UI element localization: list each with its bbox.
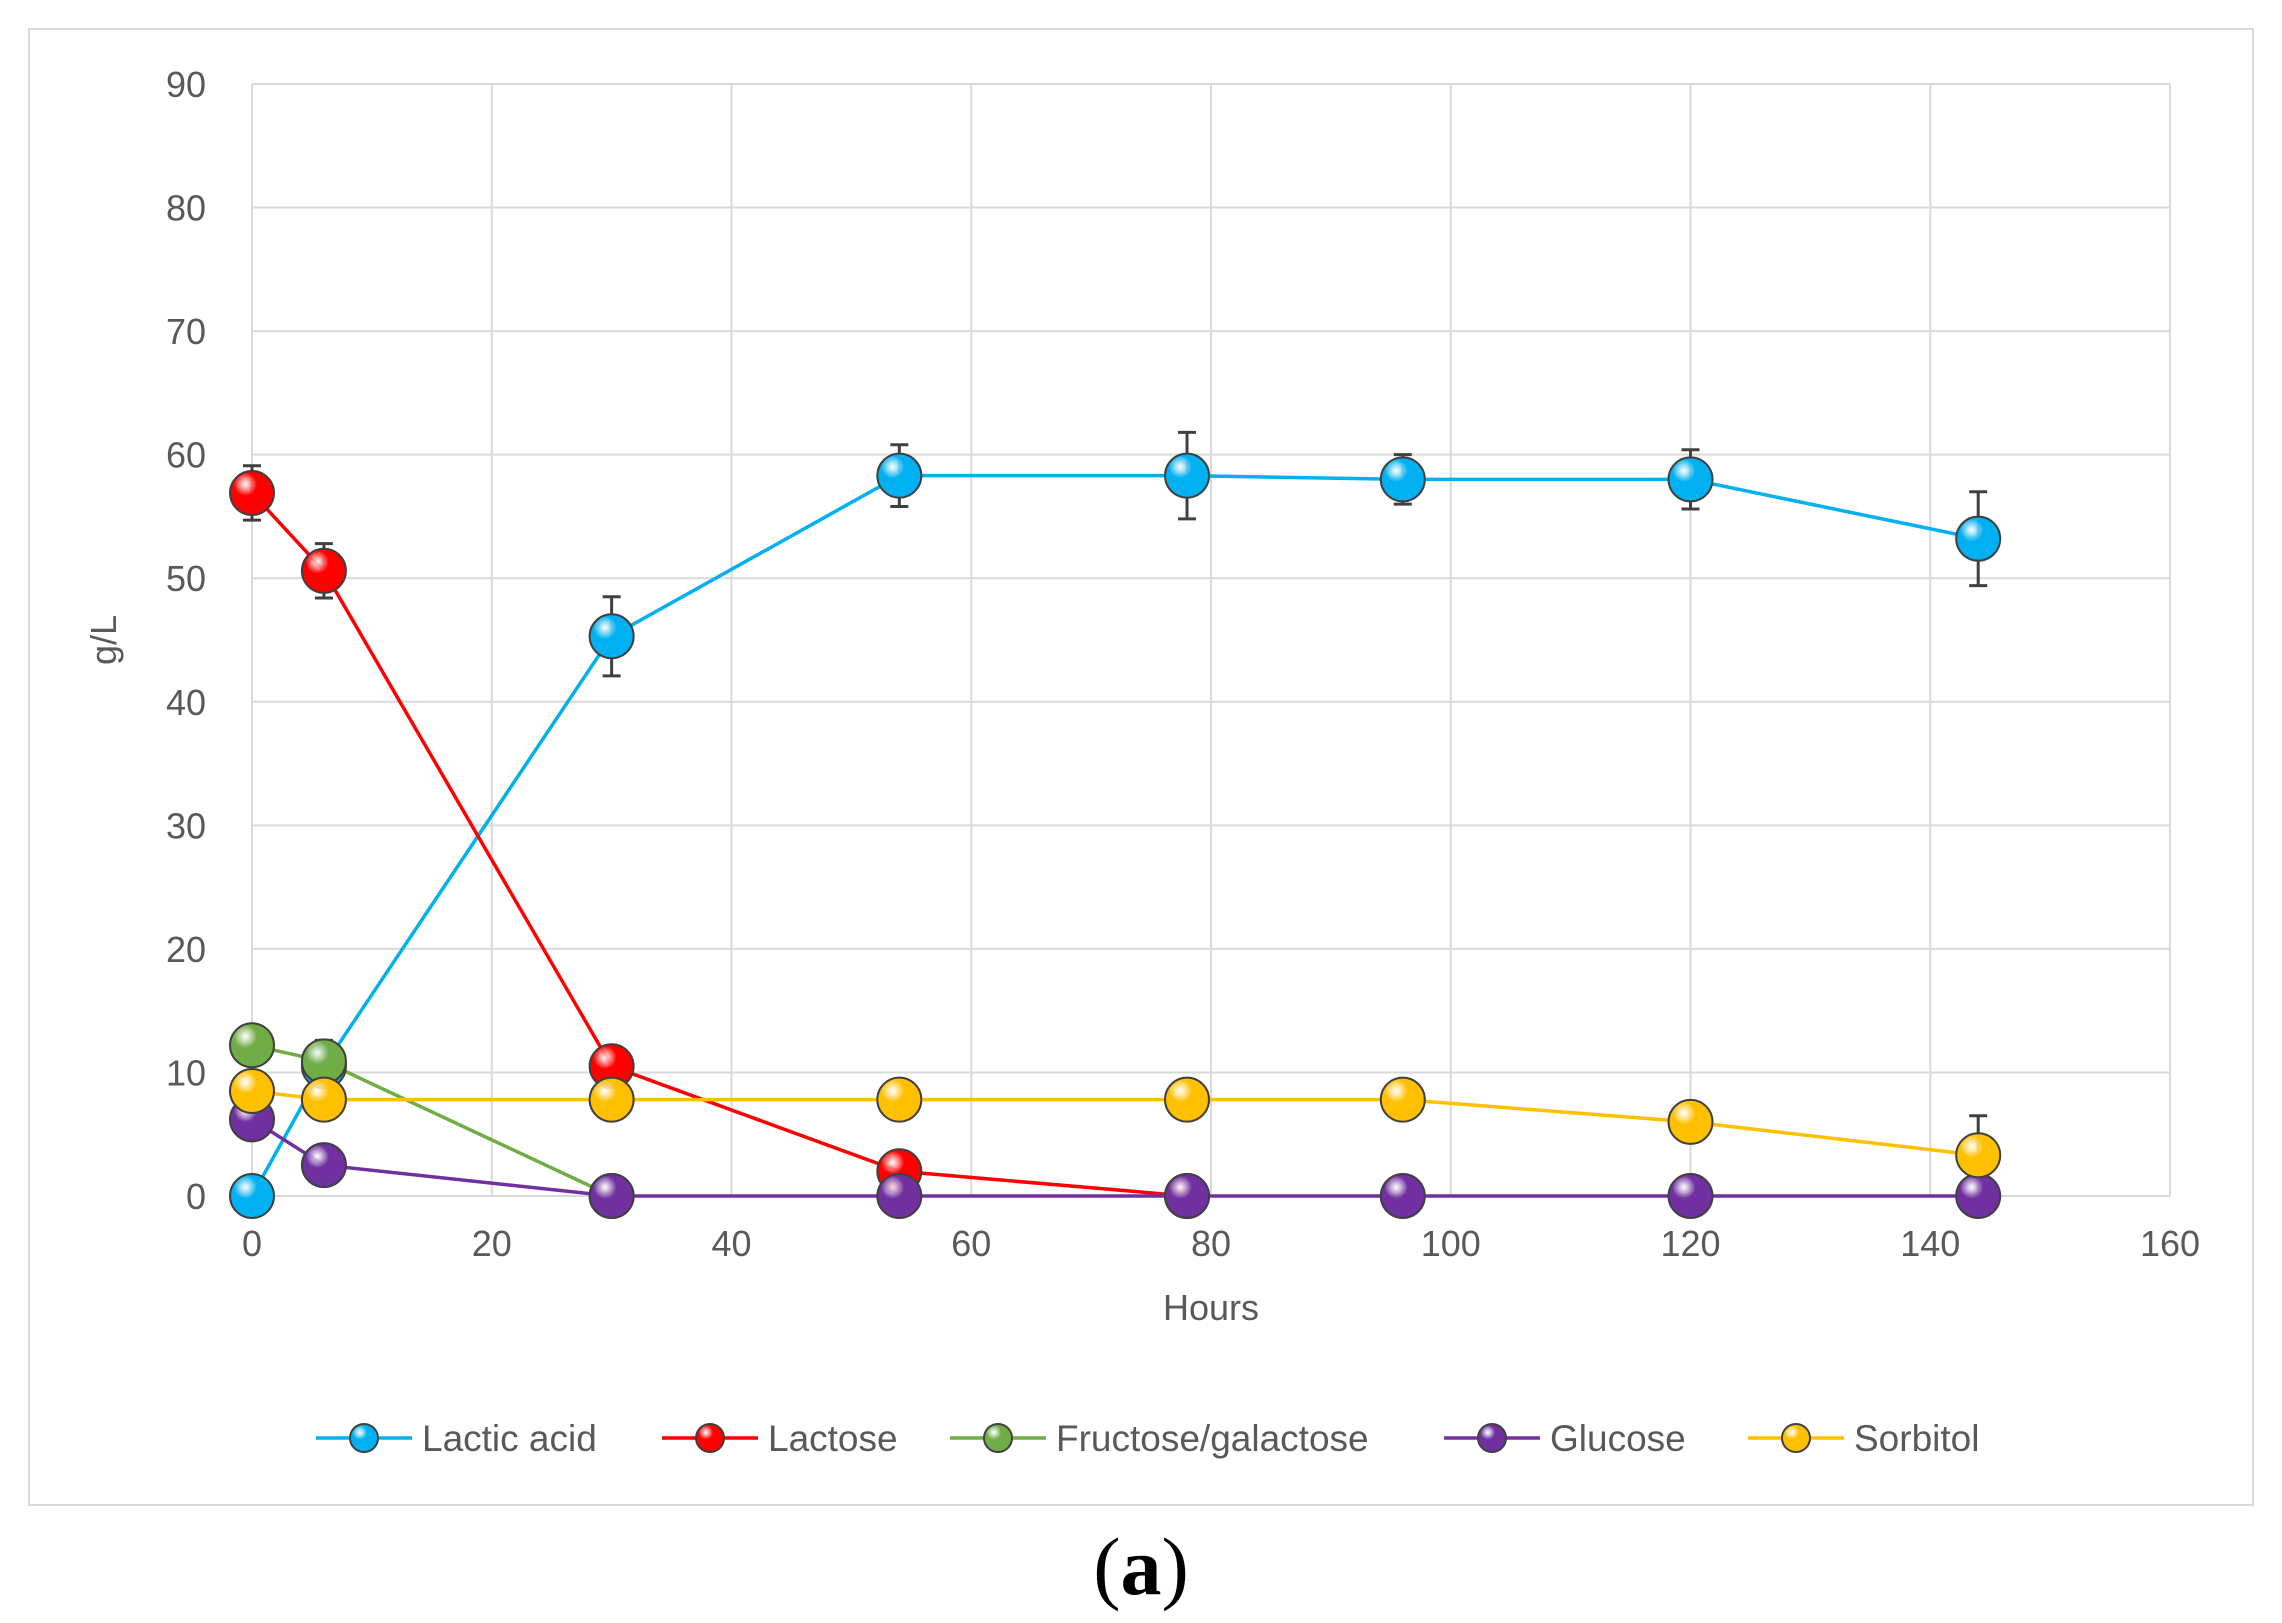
y-tick-label: 30 — [166, 805, 206, 846]
legend-label: Sorbitol — [1854, 1418, 1979, 1459]
y-axis-label: g/L — [83, 615, 124, 665]
data-point — [876, 452, 923, 499]
data-point — [300, 1076, 347, 1123]
grid — [251, 83, 2171, 1197]
series-line — [251, 1117, 1979, 1198]
legend-label: Lactic acid — [422, 1418, 597, 1459]
data-point — [1955, 1132, 2002, 1179]
x-axis-label: Hours — [1163, 1287, 1259, 1328]
y-tick-label: 40 — [166, 682, 206, 723]
chart-frame: 0 10 20 30 40 50 60 70 80 90 0 20 40 60 80 100 120 140 16… — [28, 28, 2254, 1506]
x-tick-label: 120 — [1660, 1223, 1720, 1264]
x-tick-label: 160 — [2140, 1223, 2200, 1264]
data-point — [1164, 452, 1211, 499]
legend-label: Fructose/galactose — [1056, 1418, 1369, 1459]
error-bars — [243, 430, 1988, 1197]
series-points — [229, 452, 2002, 1219]
data-point — [1379, 1173, 1426, 1219]
series-line — [250, 473, 1979, 1197]
data-point — [229, 1067, 275, 1114]
data-point — [1379, 1076, 1426, 1123]
legend: Lactic acid Lactose Fructose/galactose Gluc… — [316, 1418, 1979, 1459]
x-tick-label: 100 — [1421, 1223, 1481, 1264]
x-tick-label: 40 — [711, 1223, 751, 1264]
y-axis-ticks: 0 10 20 30 40 50 60 70 80 90 — [166, 64, 206, 1217]
x-tick-label: 80 — [1191, 1223, 1231, 1264]
caption-open-paren: ( — [1093, 1521, 1121, 1612]
y-tick-label: 20 — [166, 929, 206, 970]
data-point — [588, 1076, 635, 1123]
data-point — [229, 1022, 275, 1069]
x-tick-label: 60 — [951, 1223, 991, 1264]
data-point — [876, 1076, 923, 1123]
legend-label: Lactose — [768, 1418, 898, 1459]
y-tick-label: 60 — [166, 435, 206, 476]
y-tick-label: 80 — [166, 188, 206, 229]
data-point — [1667, 1173, 1714, 1219]
data-point — [229, 469, 275, 516]
legend-label: Glucose — [1550, 1418, 1686, 1459]
data-point — [1164, 1173, 1211, 1219]
y-tick-label: 70 — [166, 311, 206, 352]
data-point — [229, 1173, 275, 1219]
data-point — [1955, 515, 2002, 562]
line-chart: 0 10 20 30 40 50 60 70 80 90 0 20 40 60 80 100 120 140 16… — [83, 64, 2200, 1459]
data-point — [1164, 1076, 1211, 1123]
data-point — [300, 1142, 347, 1189]
y-tick-label: 50 — [166, 558, 206, 599]
caption-letter: a — [1120, 1521, 1162, 1612]
data-point — [588, 1173, 635, 1219]
series-line — [250, 491, 1188, 1198]
y-tick-label: 0 — [186, 1176, 206, 1217]
x-axis-ticks: 0 20 40 60 80 100 120 140 160 — [242, 1223, 2200, 1264]
x-tick-label: 0 — [242, 1223, 262, 1264]
series-line — [251, 1089, 1979, 1157]
data-point — [876, 1173, 923, 1219]
series-lines — [250, 473, 1979, 1198]
data-point — [588, 613, 635, 660]
figure-caption: (a) — [0, 1520, 2282, 1614]
caption-close-paren: ) — [1161, 1521, 1189, 1612]
x-tick-label: 20 — [472, 1223, 512, 1264]
legend-marker — [1477, 1423, 1507, 1453]
legend-marker — [983, 1423, 1013, 1453]
data-point — [300, 547, 347, 594]
data-point — [1955, 1173, 2002, 1219]
legend-marker — [349, 1423, 379, 1453]
data-point — [1379, 456, 1426, 503]
legend-marker — [1781, 1423, 1811, 1453]
data-point — [1667, 1098, 1714, 1145]
y-tick-label: 10 — [166, 1052, 206, 1093]
y-tick-label: 90 — [166, 64, 206, 105]
legend-marker — [695, 1423, 725, 1453]
data-point — [1667, 456, 1714, 503]
x-tick-label: 140 — [1900, 1223, 1960, 1264]
